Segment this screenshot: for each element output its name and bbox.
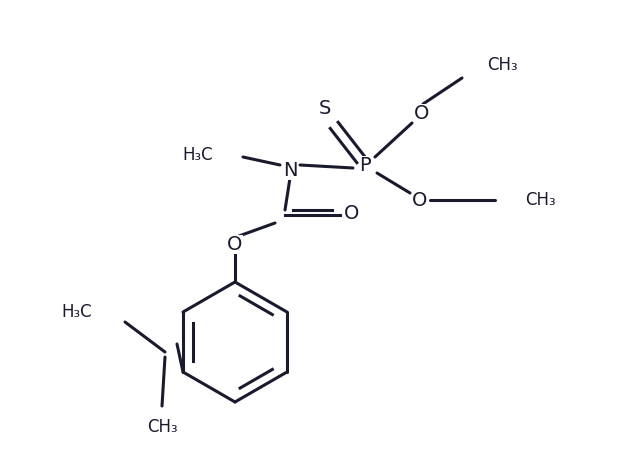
Text: CH₃: CH₃ bbox=[525, 191, 556, 209]
Text: N: N bbox=[283, 160, 297, 180]
Text: S: S bbox=[319, 99, 331, 118]
Text: O: O bbox=[344, 204, 360, 222]
Text: CH₃: CH₃ bbox=[487, 56, 518, 74]
Text: O: O bbox=[227, 235, 243, 253]
Text: P: P bbox=[359, 156, 371, 174]
Text: H₃C: H₃C bbox=[61, 303, 92, 321]
Text: O: O bbox=[414, 103, 429, 123]
Text: O: O bbox=[412, 190, 428, 210]
Text: CH₃: CH₃ bbox=[147, 418, 177, 436]
Text: H₃C: H₃C bbox=[182, 146, 213, 164]
